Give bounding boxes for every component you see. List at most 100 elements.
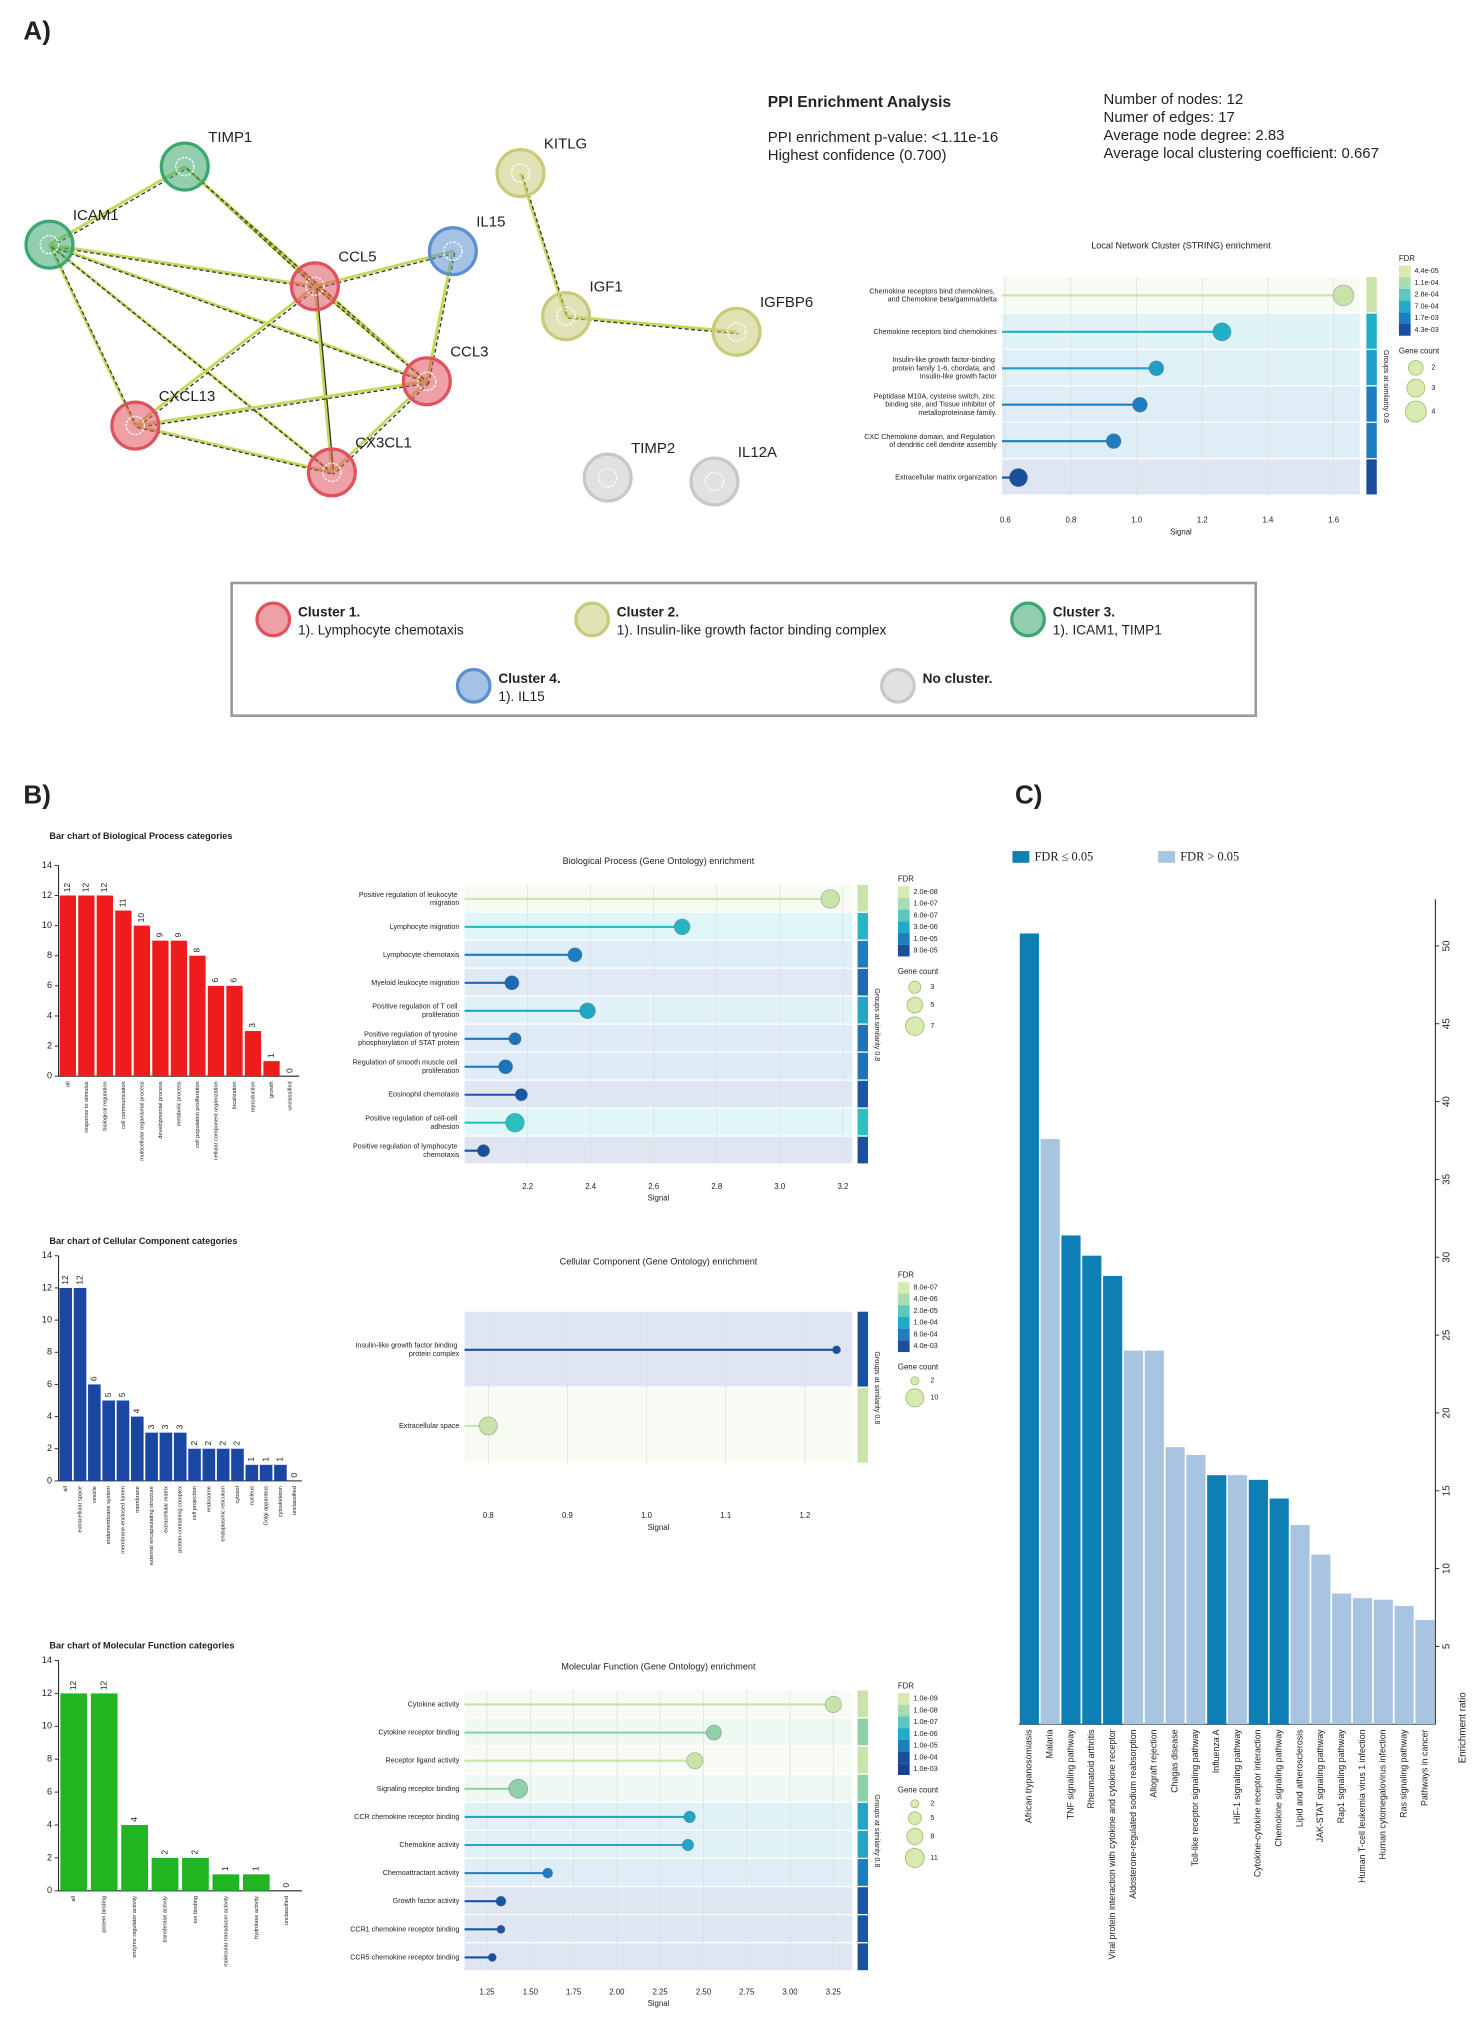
fdr-label: 1.0e-04: [914, 1753, 938, 1761]
chart-title: Cellular Component (Gene Ontology) enric…: [560, 1257, 758, 1267]
x-tick-label: cellular component organization: [213, 1081, 219, 1160]
group-bar: [857, 1915, 868, 1943]
network-edge: [51, 245, 430, 384]
x-tick-label: transferase activity: [163, 1896, 169, 1943]
gene-count-swatch: [1408, 360, 1424, 376]
group-bar: [857, 1052, 868, 1080]
x-tick-label: endoplasmic reticulum: [221, 1486, 227, 1542]
cluster-description: 1). IL15: [498, 689, 545, 704]
network-edge: [50, 246, 138, 428]
row-band: [464, 1052, 853, 1080]
category-label: Positive regulation of cell-cell adhesio…: [365, 1115, 459, 1131]
x-tick-label: 0.6: [1000, 516, 1011, 525]
fdr-label: 1.0e-08: [914, 1706, 938, 1714]
category-label: Receptor ligand activity: [386, 1757, 460, 1765]
fdr-title: FDR: [898, 875, 914, 884]
bar: [231, 1448, 244, 1481]
x-tick-label: extracellular matrix: [163, 1486, 169, 1533]
bar: [151, 1857, 179, 1891]
x-tick-label: Human cytomegalovirus infection: [1378, 1729, 1388, 1859]
group-bar: [857, 1830, 868, 1858]
bar: [1248, 1479, 1268, 1725]
lollipop-point: [514, 1088, 528, 1102]
bar: [245, 1464, 259, 1481]
node-structure: [39, 234, 60, 255]
value-label: 3: [160, 1424, 170, 1429]
x-tick-label: 2.50: [696, 1987, 712, 1996]
category-label: Eosinophil chemotaxis: [388, 1091, 459, 1099]
node-structure: [442, 241, 463, 262]
x-tick-label: all: [65, 1081, 71, 1087]
gene-count-label: 5: [930, 1001, 934, 1009]
x-tick-label: JAK-STAT signaling pathway: [1315, 1729, 1325, 1842]
value-label: 5: [117, 1392, 127, 1397]
fdr-swatch: [897, 1751, 910, 1764]
bar: [116, 1400, 130, 1481]
y-tick-label: 4: [47, 1010, 52, 1020]
node-label: CCL5: [338, 249, 376, 266]
group-bar: [857, 884, 868, 912]
ppi-line: Highest confidence (0.700): [768, 147, 947, 164]
value-label: 6: [229, 978, 239, 983]
x-tick-label: response to stimulus: [84, 1081, 90, 1132]
legend-label: FDR > 0.05: [1180, 849, 1239, 863]
network-node: [289, 261, 340, 312]
x-tick-label: external encapsulating structure: [149, 1486, 155, 1565]
gene-count-label: 2: [1431, 364, 1435, 372]
x-tick-label: Chagas disease: [1169, 1729, 1179, 1792]
value-label: 3: [247, 1023, 257, 1028]
x-tick-label: all: [71, 1896, 77, 1902]
x-tick-label: metabolic process: [176, 1081, 182, 1126]
x-tick-label: 2.75: [739, 1987, 755, 1996]
bar: [60, 1693, 88, 1891]
fdr-swatch: [897, 1340, 910, 1353]
category-label: Positive regulation of lymphocyte chemot…: [353, 1142, 460, 1158]
cluster-title: No cluster.: [923, 671, 993, 686]
x-tick-label: cell projection: [192, 1486, 198, 1520]
fdr-swatch: [1398, 300, 1411, 313]
cluster-swatch: [455, 667, 492, 704]
ppi-stat: Average node degree: 2.83: [1104, 127, 1285, 144]
gene-count-label: 2: [930, 1800, 934, 1808]
y-tick-label: 10: [1442, 1563, 1453, 1574]
y-tick-label: 12: [42, 890, 52, 900]
fdr-label: 1.0e-06: [914, 1730, 938, 1738]
fdr-label: 8.0e-07: [914, 1284, 938, 1292]
x-tick-label: Human T-cell leukemia virus 1 infection: [1357, 1729, 1367, 1883]
fdr-label: 4.4e-05: [1415, 267, 1439, 275]
fdr-label: 1.0e-05: [914, 1742, 938, 1750]
value-label: 1: [275, 1457, 285, 1462]
group-label: Groups at similarity 0.8: [873, 1794, 881, 1867]
y-tick-label: 0: [47, 1071, 52, 1081]
fdr-label: 4.3e-03: [1415, 326, 1439, 334]
group-bar: [857, 1802, 868, 1830]
x-tick-label: Golgi apparatus: [264, 1486, 270, 1526]
bar: [152, 940, 169, 1077]
y-tick-label: 2: [47, 1443, 52, 1453]
row-band: [464, 1108, 853, 1136]
node-label: CCL3: [450, 344, 488, 361]
node-label: TIMP1: [208, 129, 252, 146]
category-label: CCR1 chemokine receptor binding: [350, 1925, 459, 1933]
value-label: 3: [146, 1424, 156, 1429]
x-tick-label: 0.8: [483, 1511, 494, 1520]
x-tick-label: biological regulation: [102, 1081, 108, 1130]
lollipop-point: [1132, 396, 1148, 413]
category-label: Chemokine receptors bind chemokines: [873, 328, 997, 336]
x-tick-label: Lipid and atherosclerosis: [1294, 1729, 1304, 1827]
x-tick-label: endomembrane system: [106, 1486, 112, 1545]
x-tick-label: protein-containing complex: [178, 1486, 184, 1553]
group-label: Groups at similarity 0.8: [873, 1351, 881, 1424]
bar: [1311, 1554, 1331, 1725]
fdr-swatch: [897, 944, 910, 957]
network-edge: [135, 379, 428, 427]
ppi-line: PPI enrichment p-value: <1.11e-16: [768, 129, 998, 146]
y-tick-label: 6: [47, 1379, 52, 1389]
category-label: Positive regulation of leukocyte migrati…: [359, 891, 459, 907]
value-label: 1: [246, 1457, 256, 1462]
x-tick-label: membrane: [135, 1486, 141, 1513]
bar: [212, 1874, 240, 1891]
node-structure: [416, 371, 437, 392]
group-bar: [1366, 386, 1377, 422]
value-label: 12: [68, 1680, 78, 1690]
